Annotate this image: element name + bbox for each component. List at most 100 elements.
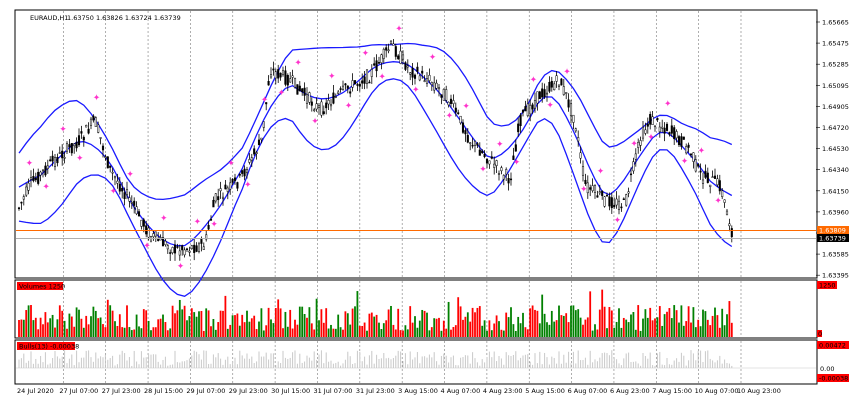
candle-body [262, 121, 265, 128]
bulls-panel[interactable] [14, 339, 818, 385]
candle-body [692, 152, 695, 162]
candle-body [569, 103, 573, 117]
ask-price-tag-text: 1.63809 [819, 227, 846, 235]
volume-bar [51, 314, 54, 337]
volume-bar [109, 305, 112, 337]
candle-body [567, 99, 570, 108]
fractal-marker: ✦ [244, 180, 252, 190]
volume-bar [178, 299, 181, 337]
candle-body [341, 85, 345, 90]
fractal-marker: ✦ [462, 102, 470, 112]
time-tick-label: 29 Jul 23:00 [229, 387, 268, 395]
volume-bar [313, 329, 316, 337]
time-tick-label: 4 Aug 07:00 [441, 387, 481, 395]
volume-bar [690, 322, 692, 337]
candle-body [113, 176, 117, 179]
candle-body [728, 223, 731, 227]
fractal-marker: ✦ [630, 140, 638, 150]
time-tick-label: 6 Aug 23:00 [610, 387, 650, 395]
candle-body [370, 69, 373, 77]
volume-bar [570, 305, 572, 337]
volume-bar [397, 308, 400, 337]
candle-body [725, 210, 729, 216]
candle-body [183, 249, 186, 256]
candle-body [704, 170, 707, 178]
candle-body [591, 185, 594, 191]
time-tick-label: 5 Aug 15:00 [525, 387, 565, 395]
candle-body [493, 163, 496, 168]
volume-bar [63, 320, 66, 337]
volume-bar [548, 324, 551, 337]
fractal-marker: ✦ [210, 220, 218, 230]
volume-bar [25, 310, 28, 337]
fractal-marker: ✦ [261, 95, 269, 105]
volume-bar [214, 329, 217, 337]
candle-body [505, 169, 508, 175]
candle-body [517, 123, 520, 133]
volume-bar [450, 329, 452, 337]
volume-bar [572, 305, 575, 337]
volume-bar [339, 327, 342, 337]
candle-body [349, 91, 352, 94]
time-axis: 24 Jul 2020 27 Jul 07:00 27 Jul 23:00 28 Ju… [17, 387, 781, 395]
candle-body [529, 105, 532, 115]
candle-body [550, 80, 553, 88]
volume-bar [394, 329, 397, 337]
volume-bar [402, 330, 404, 337]
volume-bar [140, 328, 143, 337]
candle-body [293, 77, 297, 88]
fractal-marker: ✦ [714, 197, 722, 207]
candle-body [147, 227, 150, 238]
time-tick-label: 31 Jul 23:00 [356, 387, 395, 395]
volume-bar [586, 317, 589, 337]
volume-bar [205, 308, 208, 337]
ask-price-tag [817, 226, 849, 234]
volume-bar [342, 329, 344, 337]
volume-bar [82, 327, 85, 337]
candle-body [485, 158, 489, 164]
candle-body [97, 124, 100, 133]
candle-body [682, 136, 685, 140]
main-chart-panel[interactable] [14, 9, 818, 279]
volume-bar [666, 311, 668, 337]
candle-body [634, 153, 637, 160]
volume-bar [181, 309, 184, 337]
bid-price-tag-text: 1.63739 [819, 235, 846, 243]
volume-bar [637, 305, 640, 337]
candle-body [85, 125, 88, 128]
price-tick-label: 1.63395 [822, 272, 849, 280]
candle-body [27, 182, 30, 191]
volume-bar [262, 330, 265, 337]
volumes-value-tag [817, 281, 837, 289]
candle-body [361, 80, 364, 84]
candle-body [601, 190, 604, 196]
candle-body [17, 207, 21, 210]
volume-bars [18, 289, 733, 337]
volume-bar [459, 306, 462, 337]
volume-bar [704, 311, 707, 337]
volume-bar [279, 308, 282, 337]
volume-bar [39, 317, 42, 337]
price-tick-label: 1.64905 [822, 103, 849, 111]
volume-bar [702, 309, 704, 337]
candle-body [545, 92, 549, 95]
volume-bar [267, 307, 270, 337]
volume-bar [385, 320, 388, 337]
candle-body [250, 157, 253, 161]
volume-bar [246, 310, 248, 337]
volume-bar [618, 308, 620, 337]
price-tick-label: 1.63585 [822, 251, 849, 259]
ohlc-readout: 1.63750 1.63826 1.63724 1.63739 [67, 14, 181, 22]
candle-body [514, 144, 517, 152]
volume-bar [291, 328, 294, 337]
candle-body [454, 107, 457, 113]
candle-body [305, 94, 309, 104]
candle-body [464, 130, 467, 135]
volume-bar [346, 313, 349, 337]
candle-body [322, 111, 325, 114]
candle-body [461, 122, 465, 133]
candle-body [277, 69, 280, 79]
bulls-power-bars [16, 350, 816, 369]
volume-bar [142, 309, 145, 337]
